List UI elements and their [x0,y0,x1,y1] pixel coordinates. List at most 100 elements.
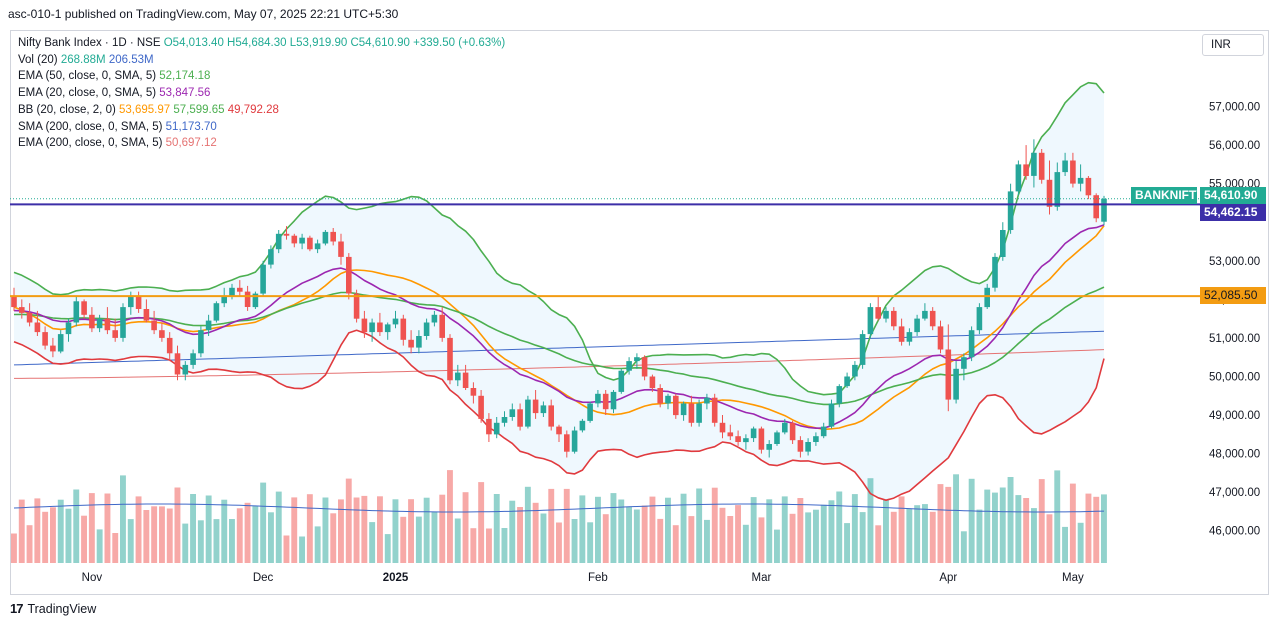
chart-frame[interactable] [10,30,1269,595]
candle-body [268,249,274,265]
candle-body [665,395,671,404]
legend-ema20-row[interactable]: EMA (20, close, 0, SMA, 5) 53,847.56 [18,85,505,102]
tradingview-logo-icon: 17 [10,601,24,616]
sma200-label: SMA (200, close, 0, SMA, 5) [18,120,163,133]
candle-body [891,310,897,327]
volume-bar [112,533,119,563]
ema20-line [13,224,1105,429]
volume-bar [517,507,523,563]
candle-body [322,231,329,244]
candle-body [1000,230,1006,257]
legend-ema200-row[interactable]: EMA (200, close, 0, SMA, 5) 50,697.12 [18,135,505,152]
volume-bar [859,512,866,563]
candle-body [509,409,516,417]
volume-bar [275,491,282,563]
candle-body [1077,177,1084,184]
candle-body [525,399,531,427]
legend-bb-row[interactable]: BB (20, close, 2, 0) 53,695.97 57,599.65… [18,102,505,119]
candle-body [392,318,399,325]
volume-bar [229,519,235,563]
ema200-value: 50,697.12 [165,137,217,150]
volume-bar [96,529,103,563]
volume-bar [883,499,889,563]
candle-body [120,307,126,338]
volume-bar [532,502,539,563]
volume-bar [384,534,391,563]
volume-bar [890,511,897,563]
volume-bar [968,478,975,563]
candle-body [244,291,251,307]
volume-bar [454,518,461,563]
volume-bar [727,516,734,563]
volume-bar [509,500,516,563]
candle-body [735,436,741,442]
volume-bar [766,499,773,563]
candle-body [1085,177,1092,196]
x-tick-label: Dec [253,572,274,584]
candle-body [307,237,313,250]
candle-body [564,434,570,452]
candle-body [205,320,212,331]
volume-bar [1007,477,1014,563]
volume-bar [400,516,407,563]
candle-body [112,330,118,338]
volume-bar [159,506,165,563]
bb-lower-value: 49,792.28 [227,103,279,116]
candle-body [330,231,336,242]
candle-body [914,318,920,333]
candle-body [922,310,928,319]
legend-sma200-row[interactable]: SMA (200, close, 0, SMA, 5) 51,173.70 [18,119,505,136]
bb-band-fill [14,82,1104,501]
volume-bar [306,494,313,563]
volume-bar [338,499,344,563]
candle-body [626,361,632,371]
volume-bar [423,497,430,563]
currency-button[interactable]: INR [1202,34,1264,56]
candle-body [766,444,772,450]
candle-body [400,318,407,340]
volume-bar [190,494,196,563]
volume-bar [898,496,905,563]
candle-body [275,233,282,250]
candle-body [618,370,625,392]
sma200-value: 51,173.70 [165,120,217,133]
candle-body [423,322,430,336]
volume-bar [166,508,173,563]
vol-value-1: 268.88M [60,53,106,66]
candle-body [346,256,352,294]
candle-body [743,438,749,443]
candle-body [19,307,25,313]
y-tick-label: 56,000.00 [1209,140,1260,152]
volume-bar [524,486,531,563]
volume-bar [781,496,788,563]
volume-bar [244,502,251,563]
legend-vol-row[interactable]: Vol (20) 268.88M 206.53M [18,52,505,69]
candle-body [929,310,936,327]
volume-bar [579,495,586,563]
candle-body [828,403,835,427]
candle-body [439,314,445,338]
volume-ma-line [13,503,1105,513]
volume-bar [696,488,703,563]
vol-value-2: 206.53M [108,53,154,66]
volume-bar [828,500,835,563]
candle-body [680,403,687,416]
volume-bar [704,519,710,563]
candle-body [782,422,788,433]
y-tick-label: 46,000.00 [1209,526,1260,538]
legend-ema50-row[interactable]: EMA (50, close, 0, SMA, 5) 52,174.18 [18,68,505,85]
candle-body [462,372,469,388]
vol-label: Vol (20) [18,53,58,66]
volume-bar [439,494,446,563]
volume-bar [665,497,671,563]
candle-body [190,353,196,365]
volume-bar [345,478,352,563]
tradingview-brand[interactable]: 17 TradingView [10,601,96,616]
volume-bar [330,513,337,563]
last-price-tag: 54,610.90 [1200,187,1266,204]
candle-body [805,442,811,452]
volume-bar [236,508,243,563]
candle-body [875,307,881,319]
candle-body [852,364,858,377]
